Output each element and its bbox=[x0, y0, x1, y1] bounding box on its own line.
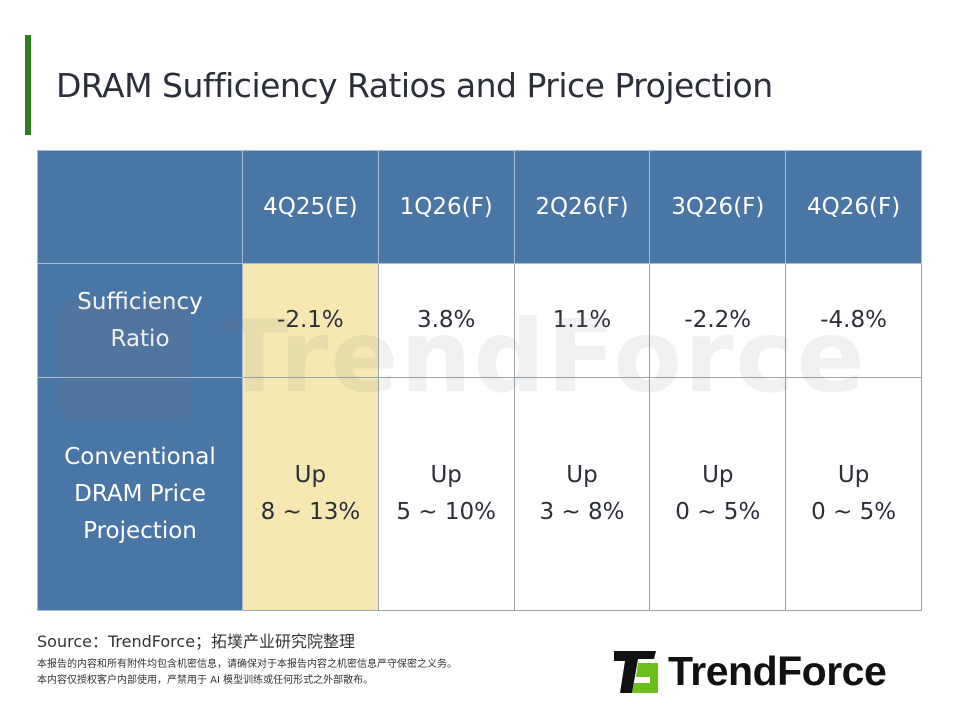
range: 3 ~ 8% bbox=[539, 499, 625, 525]
cell-value: Up 0 ~ 5% bbox=[785, 377, 922, 611]
disclaimer: 本报告的内容和所有附件均包含机密信息，请确保对于本报告内容之机密信息严守保密之义… bbox=[37, 657, 457, 689]
header-4q25: 4Q25(E) bbox=[242, 150, 379, 264]
direction: Up bbox=[837, 462, 870, 488]
title-accent-bar bbox=[25, 35, 31, 135]
header-2q26: 2Q26(F) bbox=[513, 150, 651, 264]
dram-table: 4Q25(E) 1Q26(F) 2Q26(F) 3Q26(F) 4Q26(F) … bbox=[37, 150, 922, 611]
disclaimer-line: 本报告的内容和所有附件均包含机密信息，请确保对于本报告内容之机密信息严守保密之义… bbox=[37, 659, 457, 670]
header-3q26: 3Q26(F) bbox=[649, 150, 787, 264]
range: 5 ~ 10% bbox=[396, 499, 497, 525]
header-corner bbox=[37, 150, 243, 264]
cell-value: 3.8% bbox=[377, 263, 515, 378]
header-1q26: 1Q26(F) bbox=[377, 150, 515, 264]
cell-value: Up 3 ~ 8% bbox=[513, 377, 651, 611]
page-title: DRAM Sufficiency Ratios and Price Projec… bbox=[56, 66, 773, 105]
row-label-price: Conventional DRAM Price Projection bbox=[37, 377, 243, 611]
cell-value: Up 8 ~ 13% bbox=[242, 377, 379, 611]
source-note: Source：TrendForce；拓墣产业研究院整理 bbox=[37, 632, 356, 651]
range: 8 ~ 13% bbox=[260, 499, 361, 525]
logo-text: TrendForce bbox=[668, 648, 887, 694]
direction: Up bbox=[294, 462, 327, 488]
table-row: Sufficiency Ratio -2.1% 3.8% 1.1% -2.2% … bbox=[37, 263, 922, 378]
trendforce-logo: TrendForce bbox=[612, 648, 887, 695]
row-label-sufficiency: Sufficiency Ratio bbox=[37, 263, 243, 378]
direction: Up bbox=[430, 462, 462, 488]
cell-value: Up 5 ~ 10% bbox=[377, 377, 515, 611]
cell-value: -4.8% bbox=[785, 263, 922, 378]
cell-value: -2.1% bbox=[242, 263, 379, 378]
direction: Up bbox=[702, 462, 734, 488]
table-row: Conventional DRAM Price Projection Up 8 ~… bbox=[37, 377, 922, 611]
cell-value: Up 0 ~ 5% bbox=[649, 377, 787, 611]
cell-value: -2.2% bbox=[649, 263, 787, 378]
cell-value: 1.1% bbox=[513, 263, 651, 378]
header-4q26: 4Q26(F) bbox=[785, 150, 922, 264]
direction: Up bbox=[566, 462, 598, 488]
disclaimer-line: 本内容仅授权客户内部使用，严禁用于 AI 模型训练或任何形式之外部散布。 bbox=[37, 675, 374, 686]
trendforce-logo-icon bbox=[614, 650, 658, 693]
range: 0 ~ 5% bbox=[675, 499, 761, 525]
table-header-row: 4Q25(E) 1Q26(F) 2Q26(F) 3Q26(F) 4Q26(F) bbox=[37, 150, 922, 264]
range: 0 ~ 5% bbox=[811, 499, 897, 525]
